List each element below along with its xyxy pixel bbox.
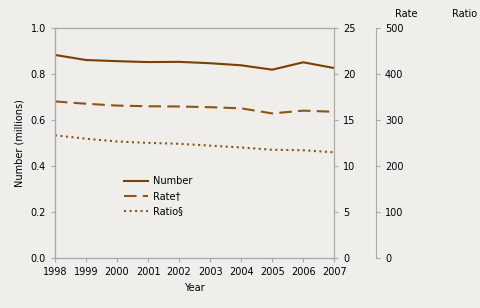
Number bbox=[238, 63, 243, 67]
Rate† bbox=[300, 109, 305, 112]
Rate† bbox=[331, 110, 336, 114]
Ratio§ bbox=[300, 148, 305, 152]
Number bbox=[176, 60, 181, 64]
Rate† bbox=[176, 105, 181, 108]
Rate† bbox=[238, 107, 243, 110]
Number bbox=[114, 59, 120, 63]
Number bbox=[300, 60, 305, 64]
Line: Ratio§: Ratio§ bbox=[55, 135, 334, 152]
Number bbox=[83, 58, 89, 62]
Rate† bbox=[52, 99, 58, 103]
Number bbox=[52, 53, 58, 57]
Number bbox=[207, 61, 213, 65]
Ratio§ bbox=[238, 146, 243, 149]
Ratio§ bbox=[331, 150, 336, 154]
Ratio§ bbox=[176, 142, 181, 146]
Rate† bbox=[83, 102, 89, 106]
Rate† bbox=[269, 111, 275, 115]
Rate† bbox=[114, 104, 120, 107]
Legend: Number, Rate†, Ratio§: Number, Rate†, Ratio§ bbox=[121, 173, 195, 219]
Number bbox=[269, 68, 275, 71]
Rate† bbox=[145, 104, 151, 108]
Text: Ratio: Ratio bbox=[451, 9, 476, 19]
Line: Rate†: Rate† bbox=[55, 101, 334, 113]
Ratio§ bbox=[269, 148, 275, 152]
Line: Number: Number bbox=[55, 55, 334, 70]
Ratio§ bbox=[83, 137, 89, 140]
Ratio§ bbox=[207, 144, 213, 148]
Ratio§ bbox=[145, 141, 151, 145]
Text: Rate: Rate bbox=[395, 9, 417, 19]
Ratio§ bbox=[114, 140, 120, 143]
Rate† bbox=[207, 105, 213, 109]
Y-axis label: Number (millions): Number (millions) bbox=[15, 99, 25, 187]
Number bbox=[145, 60, 151, 64]
Ratio§ bbox=[52, 133, 58, 137]
X-axis label: Year: Year bbox=[184, 283, 204, 293]
Number bbox=[331, 66, 336, 70]
